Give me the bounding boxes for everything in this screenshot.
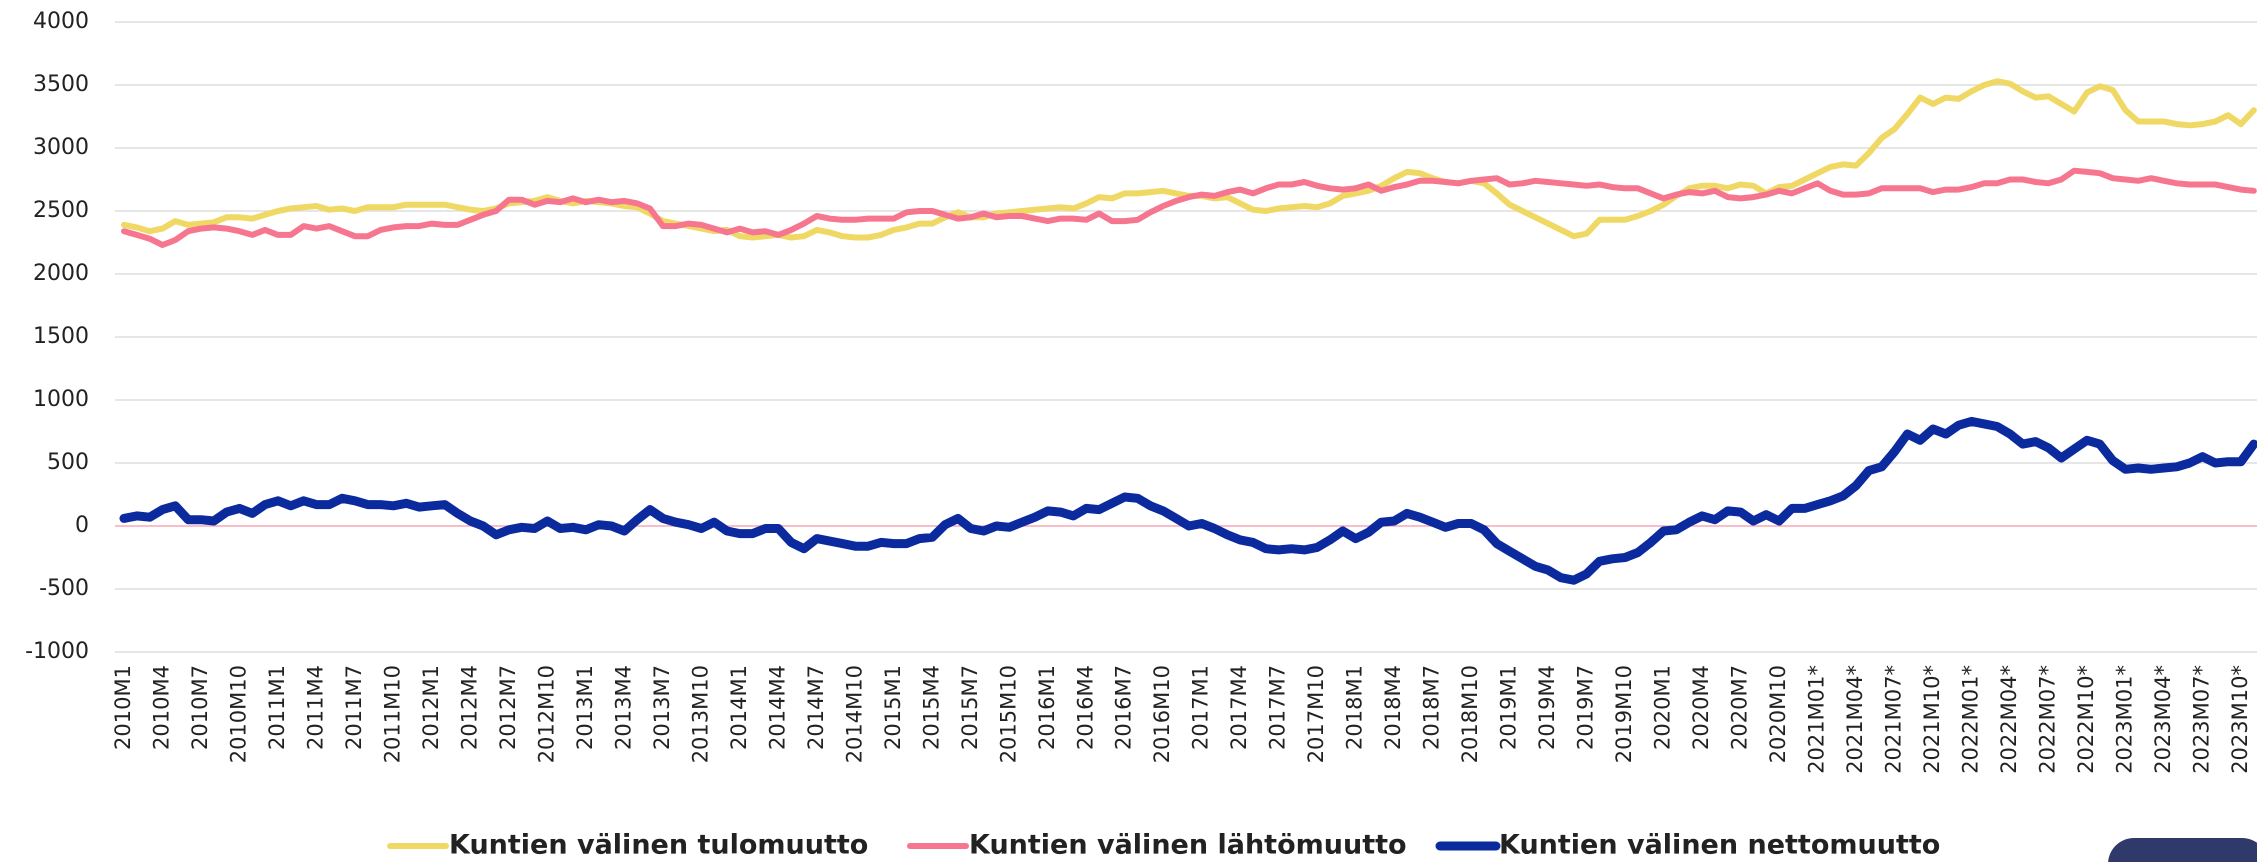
x-tick-label: 2011M7 (342, 665, 366, 750)
x-tick-label: 2016M7 (1112, 665, 1136, 750)
x-tick-label: 2022M01* (1959, 665, 1983, 774)
y-tick-label: 4000 (33, 9, 89, 34)
x-tick-label: 2012M10 (534, 665, 558, 763)
y-tick-label: 3000 (33, 135, 89, 160)
x-tick-label: 2016M1 (1035, 665, 1059, 750)
x-tick-label: 2011M4 (303, 665, 327, 750)
x-tick-label: 2020M10 (1766, 665, 1790, 763)
y-tick-label: 2500 (33, 198, 89, 223)
x-tick-label: 2021M07* (1882, 665, 1906, 774)
x-tick-label: 2019M10 (1612, 665, 1636, 763)
x-tick-label: 2023M04* (2151, 665, 2175, 774)
x-tick-label: 2020M4 (1689, 665, 1713, 750)
x-tick-label: 2018M1 (1343, 665, 1367, 750)
x-tick-label: 2013M10 (688, 665, 712, 763)
x-tick-label: 2019M7 (1574, 665, 1598, 750)
x-tick-label: 2015M10 (996, 665, 1020, 763)
x-tick-label: 2013M1 (573, 665, 597, 750)
x-tick-label: 2018M4 (1381, 665, 1405, 750)
x-tick-label: 2012M4 (457, 665, 481, 750)
x-tick-label: 2013M4 (611, 665, 635, 750)
x-tick-label: 2015M4 (919, 665, 943, 750)
x-tick-label: 2017M10 (1304, 665, 1328, 763)
x-tick-label: 2022M04* (1997, 665, 2021, 774)
y-tick-label: -1000 (25, 639, 89, 664)
x-tick-label: 2020M7 (1728, 665, 1752, 750)
x-tick-label: 2016M4 (1073, 665, 1097, 750)
x-tick-label: 2011M1 (265, 665, 289, 750)
y-tick-label: 0 (75, 513, 89, 538)
series-line (121, 167, 2257, 248)
x-tick-label: 2019M1 (1497, 665, 1521, 750)
x-tick-label: 2015M7 (958, 665, 982, 750)
y-tick-label: 2000 (33, 261, 89, 286)
x-tick-label: 2020M1 (1651, 665, 1675, 750)
y-tick-label: 1500 (33, 324, 89, 349)
x-tick-label: 2022M07* (2036, 665, 2060, 774)
x-tick-label: 2023M07* (2189, 665, 2213, 774)
x-tick-label: 2018M7 (1420, 665, 1444, 750)
x-tick-label: 2012M7 (496, 665, 520, 750)
y-tick-label: 3500 (33, 72, 89, 97)
x-tick-label: 2014M10 (842, 665, 866, 763)
y-tick-label: 500 (47, 450, 89, 475)
legend-label: Kuntien välinen nettomuutto (1499, 830, 1940, 861)
x-tick-label: 2010M7 (188, 665, 212, 750)
x-tick-label: 2014M1 (727, 665, 751, 750)
x-tick-label: 2019M4 (1535, 665, 1559, 750)
x-tick-label: 2022M10* (2074, 665, 2098, 774)
legend-label: Kuntien välinen lähtömuutto (969, 830, 1407, 861)
x-tick-label: 2010M1 (111, 665, 135, 750)
x-tick-label: 2023M10* (2228, 665, 2252, 774)
x-tick-label: 2017M1 (1189, 665, 1213, 750)
x-tick-label: 2013M7 (650, 665, 674, 750)
x-tick-label: 2012M1 (419, 665, 443, 750)
legend-label: Kuntien välinen tulomuutto (449, 830, 868, 861)
x-tick-label: 2015M1 (881, 665, 905, 750)
x-tick-label: 2010M10 (226, 665, 250, 763)
x-tick-label: 2017M4 (1227, 665, 1251, 750)
series-line (121, 78, 2257, 241)
y-tick-label: 1000 (33, 387, 89, 412)
x-tick-label: 2010M4 (149, 665, 173, 750)
x-tick-label: 2018M10 (1458, 665, 1482, 763)
x-tick-label: 2014M7 (804, 665, 828, 750)
x-tick-label: 2021M04* (1843, 665, 1867, 774)
series-line (119, 416, 2257, 585)
cut-off-button[interactable] (2108, 838, 2257, 862)
x-tick-label: 2017M7 (1266, 665, 1290, 750)
x-tick-label: 2016M10 (1150, 665, 1174, 763)
x-tick-label: 2021M01* (1805, 665, 1829, 774)
x-tick-label: 2023M01* (2112, 665, 2136, 774)
x-tick-label: 2021M10* (1920, 665, 1944, 774)
x-tick-label: 2014M4 (765, 665, 789, 750)
y-tick-label: -500 (39, 576, 89, 601)
x-tick-label: 2011M10 (380, 665, 404, 763)
